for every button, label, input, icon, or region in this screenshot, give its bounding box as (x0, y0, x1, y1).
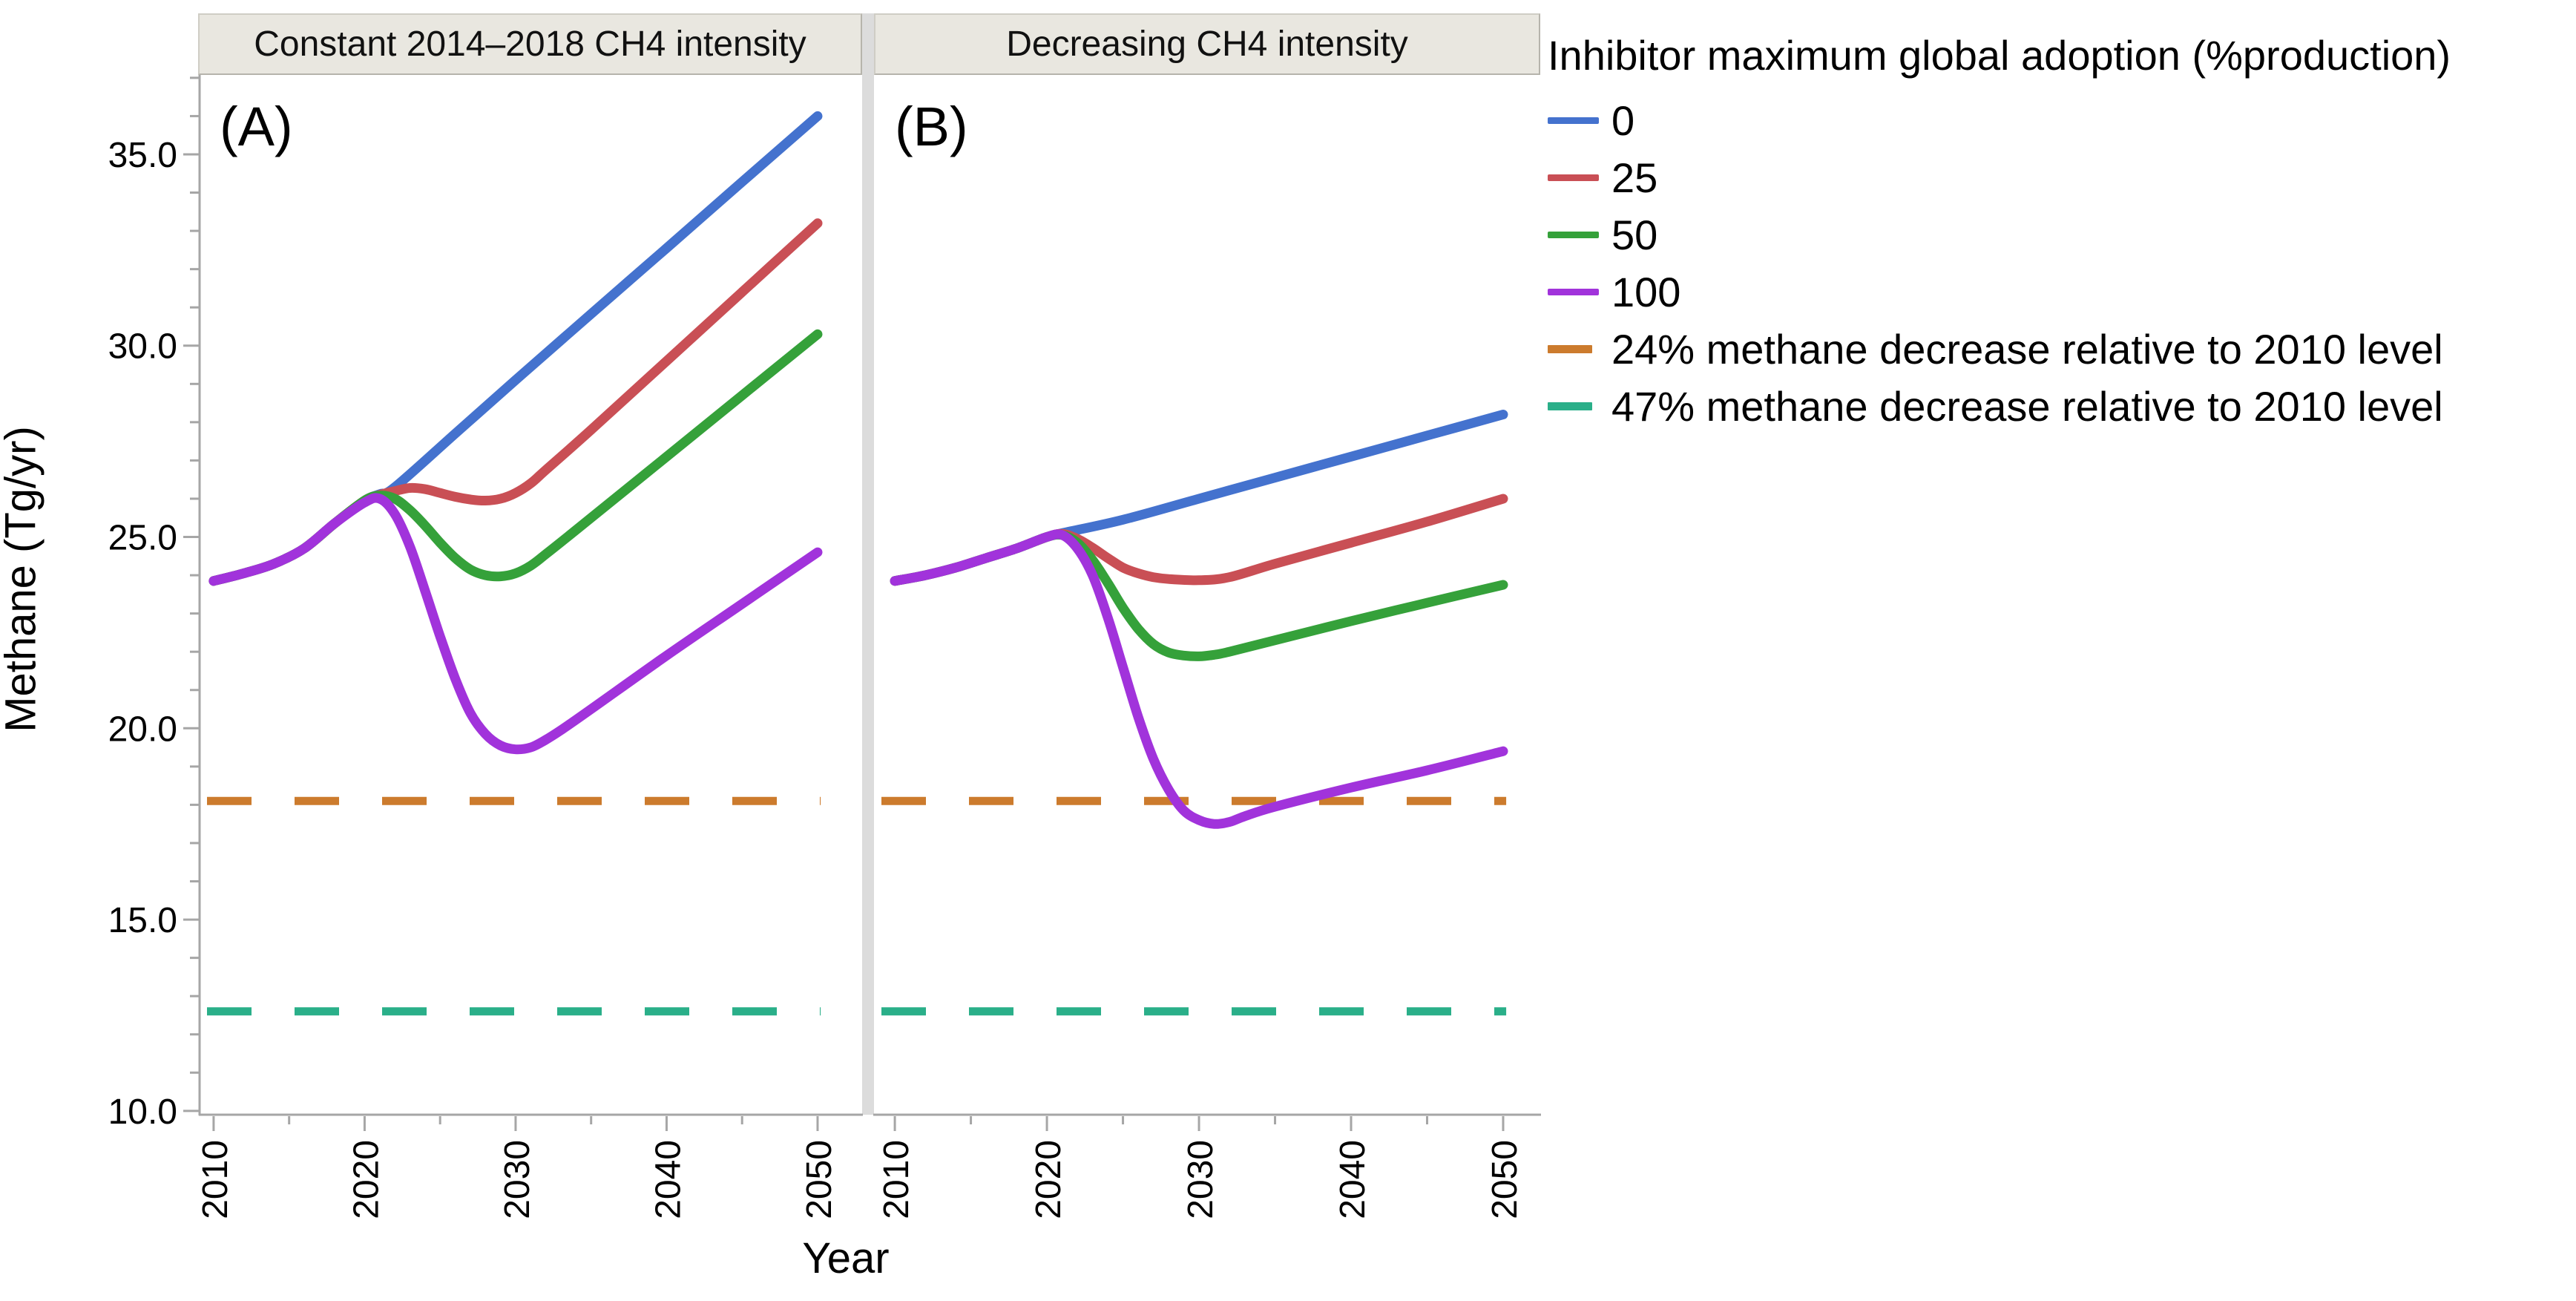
x-tick-label: 2050 (1485, 1140, 1525, 1219)
y-tick-label: 20.0 (108, 710, 177, 749)
legend-swatch-color (1548, 232, 1599, 238)
panel-b-letter: (B) (895, 96, 968, 157)
x-tick-label: 2030 (498, 1140, 537, 1219)
legend-item: 25 (1548, 149, 2576, 206)
series-line-25 (890, 494, 1508, 586)
legend-items: 0 25 50 100 24% methane decrease relative to… (1548, 92, 2576, 435)
y-tick-label: 15.0 (108, 901, 177, 940)
legend-line-swatch (1548, 117, 1600, 124)
legend-item-label: 0 (1611, 97, 1635, 144)
legend-dash-swatch (1548, 345, 1600, 353)
legend-item-label: 50 (1611, 212, 1658, 258)
legend-swatch-color (1548, 345, 1592, 353)
y-tick-label: 30.0 (108, 327, 177, 367)
x-tick-label: 2040 (648, 1140, 688, 1219)
legend-item: 100 (1548, 263, 2576, 321)
legend-title: Inhibitor maximum global adoption (%prod… (1548, 31, 2451, 79)
legend-line-swatch (1548, 289, 1600, 295)
legend-line-swatch (1548, 232, 1600, 238)
legend-swatch-color (1548, 402, 1592, 410)
series-line-0 (208, 111, 823, 586)
y-tick-label: 10.0 (108, 1092, 177, 1132)
legend-item-label: 24% methane decrease relative to 2010 le… (1611, 326, 2443, 373)
legend-swatch-color (1548, 117, 1599, 124)
y-tick-label: 35.0 (108, 136, 177, 175)
legend-item-label: 100 (1611, 269, 1681, 315)
x-axis-title: Year (802, 1234, 890, 1282)
panel-a-title-strip: Constant 2014–2018 CH4 intensity (198, 13, 862, 75)
legend-item-label: 47% methane decrease relative to 2010 le… (1611, 383, 2443, 430)
panel-b-title: Decreasing CH4 intensity (1006, 24, 1408, 64)
panel-a-title: Constant 2014–2018 CH4 intensity (254, 24, 806, 64)
legend-swatch-color (1548, 289, 1599, 295)
x-tick-label: 2040 (1333, 1140, 1373, 1219)
legend-item-label: 25 (1611, 154, 1658, 201)
series-line-100 (208, 493, 823, 755)
legend-item: 24% methane decrease relative to 2010 le… (1548, 321, 2576, 378)
series-line-100 (890, 529, 1508, 829)
x-tick-label: 2010 (196, 1140, 235, 1219)
legend-line-swatch (1548, 174, 1600, 181)
legend-swatch-color (1548, 174, 1599, 181)
y-tick-label: 25.0 (108, 519, 177, 558)
series-line-50 (890, 529, 1508, 661)
legend: Inhibitor maximum global adoption (%prod… (1548, 18, 2576, 435)
panel-b-title-strip: Decreasing CH4 intensity (874, 13, 1540, 75)
legend-item: 47% methane decrease relative to 2010 le… (1548, 378, 2576, 435)
x-tick-label: 2010 (877, 1140, 916, 1219)
legend-item: 50 (1548, 206, 2576, 263)
panel-divider (862, 13, 874, 1115)
x-tick-label: 2020 (346, 1140, 386, 1219)
legend-item: 0 (1548, 92, 2576, 149)
x-tick-label: 2020 (1029, 1140, 1068, 1219)
x-tick-label: 2050 (800, 1140, 839, 1219)
legend-dash-swatch (1548, 402, 1600, 410)
x-tick-label: 2030 (1181, 1140, 1220, 1219)
y-axis-title: Methane (Tg/yr) (0, 426, 45, 733)
panel-a-letter: (A) (220, 96, 293, 157)
